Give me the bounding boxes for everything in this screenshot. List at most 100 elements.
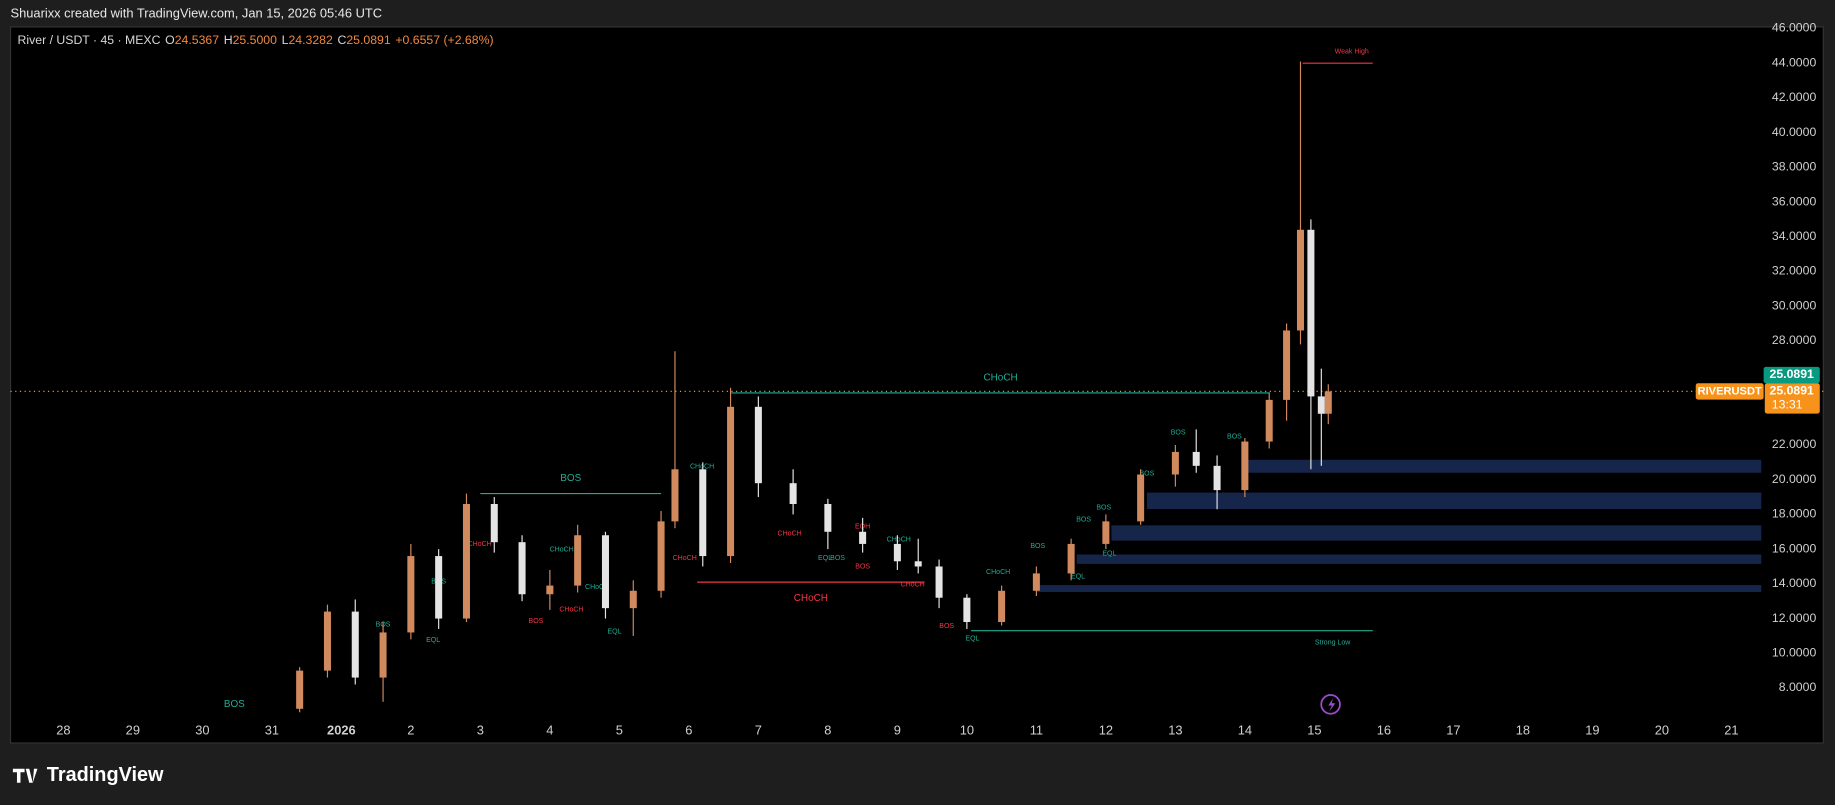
- y-tick-label: 32.0000: [1772, 264, 1817, 278]
- candle-body: [1241, 441, 1249, 491]
- x-tick-label: 2: [407, 723, 414, 738]
- structure-tag: BOS: [1096, 505, 1111, 512]
- candle-body: [671, 469, 679, 522]
- y-tick-label: 44.0000: [1772, 55, 1817, 69]
- x-tick-label: 10: [960, 723, 974, 738]
- x-tick-label: 4: [546, 723, 553, 738]
- legend-key: O: [165, 33, 175, 47]
- price-label: 25.0891: [1770, 384, 1815, 398]
- plot-area: [9, 26, 1824, 744]
- candle-body: [379, 632, 387, 678]
- candle-body: [462, 504, 470, 619]
- candle-body: [546, 585, 554, 595]
- structure-tag: EQL: [1071, 574, 1085, 581]
- candle-body: [657, 521, 665, 591]
- structure-tag: CHoCH: [986, 569, 1010, 576]
- candle-body: [699, 469, 707, 557]
- legend-value: 24.3282: [288, 33, 333, 47]
- candle-body: [998, 590, 1006, 623]
- y-tick-label: 42.0000: [1772, 90, 1817, 104]
- y-tick-label: 40.0000: [1772, 125, 1817, 139]
- price-box: [1764, 383, 1820, 414]
- candle-body: [727, 406, 735, 557]
- candle-body: [935, 566, 943, 598]
- structure-tag: BOS: [855, 563, 870, 570]
- order-block: [1246, 459, 1762, 473]
- x-tick-label: 5: [616, 723, 623, 738]
- y-tick-label: 46.0000: [1772, 21, 1817, 35]
- structure-tag: BOS: [1076, 516, 1091, 523]
- candle-body: [789, 483, 797, 505]
- structure-tag: BOS: [224, 699, 245, 710]
- candle-body: [1283, 330, 1291, 400]
- structure-tag: BOS: [1171, 430, 1186, 437]
- candle-body: [629, 590, 637, 609]
- structure-tag: EQL: [965, 636, 979, 643]
- structure-tag: BOS: [1030, 543, 1045, 550]
- structure-label: BOS: [560, 473, 581, 484]
- structure-tag: CHoCH: [901, 582, 925, 589]
- structure-label: Weak High: [1335, 48, 1369, 55]
- candle-body: [1265, 399, 1273, 442]
- candle-body: [574, 535, 582, 586]
- x-tick-label: 3: [477, 723, 484, 738]
- x-tick-label: 14: [1238, 723, 1252, 738]
- y-tick-label: 12.0000: [1772, 611, 1817, 625]
- alt-price: 25.0891: [1770, 367, 1815, 381]
- legend-change: +0.6557 (+2.68%): [395, 33, 493, 47]
- candle-body: [824, 504, 832, 532]
- candle-body: [1171, 451, 1179, 475]
- order-block: [1111, 525, 1762, 541]
- y-tick-label: 14.0000: [1772, 576, 1817, 590]
- alt-price-box: [1763, 366, 1820, 384]
- structure-label: Strong Low: [1315, 639, 1351, 646]
- structure-tag: BOS: [830, 555, 845, 562]
- logo: TradingView: [12, 764, 164, 786]
- structure-tag: CHoCH: [559, 606, 583, 613]
- candle-body: [754, 406, 762, 484]
- candle-body: [1067, 543, 1075, 574]
- order-block: [1076, 554, 1762, 564]
- y-tick-label: 36.0000: [1772, 194, 1817, 208]
- candle-body: [601, 535, 609, 609]
- structure-tag: CHoCH: [585, 584, 609, 591]
- legend-key: C: [337, 33, 346, 47]
- structure-tag: EQL: [818, 555, 832, 562]
- candle-body: [435, 556, 443, 619]
- x-tick-label: 18: [1516, 723, 1530, 738]
- symbol-box: [1695, 383, 1764, 400]
- candle-body: [296, 670, 304, 709]
- logo-text: TradingView: [47, 764, 164, 786]
- x-tick-label: 8: [824, 723, 831, 738]
- structure-tag: CHoCH: [778, 530, 802, 537]
- candle-body: [963, 597, 971, 623]
- x-tick-label: 30: [195, 723, 209, 738]
- candle-body: [518, 542, 526, 595]
- candle-body: [323, 611, 331, 671]
- structure-tag: EQL: [607, 629, 621, 636]
- x-tick-label: 28: [56, 723, 70, 738]
- x-tick-label: 29: [126, 723, 140, 738]
- header: Shuarixx created with TradingView.com, J…: [11, 5, 383, 20]
- y-tick-label: 38.0000: [1772, 160, 1817, 174]
- structure-tag: CHoCH: [887, 536, 911, 543]
- order-block: [1146, 492, 1762, 510]
- alert-icon: [1320, 694, 1341, 715]
- candle-body: [1324, 391, 1332, 414]
- candle-body: [1317, 396, 1325, 414]
- legend-key: L: [282, 33, 289, 47]
- y-tick-label: 28.0000: [1772, 333, 1817, 347]
- legend-value: 25.5000: [233, 33, 278, 47]
- candle-body: [490, 504, 498, 543]
- y-tick-label: 18.0000: [1772, 507, 1817, 521]
- structure-tag: BOS: [529, 618, 544, 625]
- alert-bolt: [1328, 698, 1336, 712]
- candle-body: [1296, 229, 1304, 331]
- structure-tag: CHoCH: [468, 541, 492, 548]
- candle-body: [407, 556, 415, 633]
- alert-circle: [1320, 694, 1341, 715]
- x-tick-label: 2026: [327, 723, 356, 738]
- x-tick-label: 21: [1724, 723, 1738, 738]
